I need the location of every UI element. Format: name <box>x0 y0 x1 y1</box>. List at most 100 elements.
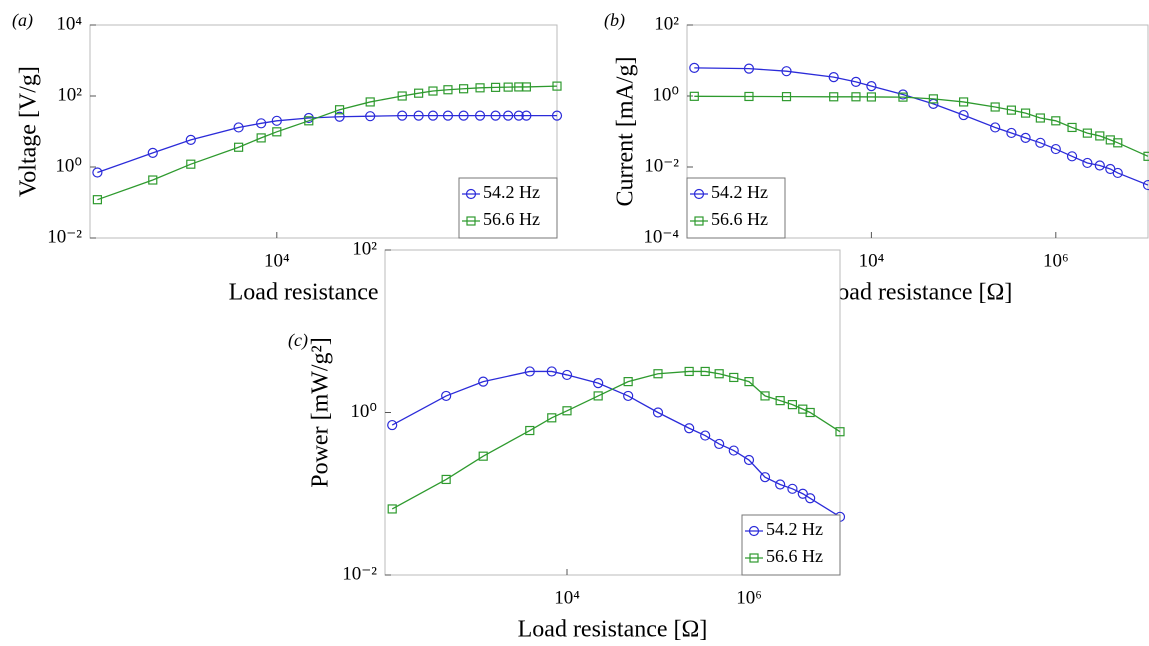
marker <box>652 407 664 418</box>
marker <box>490 82 501 92</box>
marker <box>466 216 476 226</box>
marker <box>990 102 1000 112</box>
marker <box>551 110 563 121</box>
marker <box>465 188 477 200</box>
marker <box>233 122 244 133</box>
y-axis-label: Current [mA/g] <box>613 57 639 207</box>
legend-label: 54.2 Hz <box>711 182 768 202</box>
marker <box>552 81 562 91</box>
marker <box>1035 137 1046 148</box>
y-tick-label: 10⁴ <box>56 13 82 34</box>
marker <box>797 488 808 499</box>
marker <box>92 195 102 205</box>
legend: 54.2 Hz 56.6 Hz <box>686 177 786 239</box>
y-tick-label: 10⁰ <box>55 155 82 176</box>
marker <box>684 366 694 377</box>
marker <box>442 110 454 121</box>
marker <box>490 110 501 121</box>
marker <box>700 366 710 377</box>
marker <box>760 391 770 401</box>
marker <box>525 425 535 436</box>
legend-box <box>458 177 558 239</box>
legend-label: 56.6 Hz <box>711 209 768 229</box>
series-line <box>694 67 1149 186</box>
marker <box>743 63 755 74</box>
marker <box>387 504 397 514</box>
marker <box>850 76 862 87</box>
marker <box>623 377 633 387</box>
y-tick-label: 10² <box>352 238 377 259</box>
marker <box>787 483 798 494</box>
marker <box>1020 132 1031 144</box>
x-tick-label: 10⁴ <box>554 587 580 608</box>
marker <box>234 142 244 152</box>
marker <box>744 377 754 387</box>
marker <box>748 525 760 537</box>
x-axis-label: Load resistance [Ω] <box>823 280 1013 306</box>
marker <box>413 110 424 121</box>
marker <box>623 390 634 402</box>
marker <box>829 92 839 102</box>
marker <box>272 127 282 137</box>
marker <box>334 105 345 115</box>
marker <box>835 427 845 437</box>
marker <box>866 92 877 102</box>
marker <box>1082 128 1092 138</box>
marker <box>524 366 535 377</box>
x-tick-label: 10⁴ <box>859 250 885 271</box>
marker <box>775 479 786 490</box>
marker <box>700 430 711 441</box>
marker <box>1094 160 1105 171</box>
marker <box>866 81 877 92</box>
marker <box>1067 122 1077 133</box>
marker <box>1142 179 1149 191</box>
marker <box>186 159 196 169</box>
marker <box>459 84 469 94</box>
legend: 54.2 Hz 56.6 Hz <box>458 177 558 239</box>
y-tick-label: 10⁰ <box>350 401 377 422</box>
marker <box>478 451 488 461</box>
marker <box>147 147 158 158</box>
marker <box>851 92 861 102</box>
legend-label: 54.2 Hz <box>766 519 823 539</box>
marker <box>546 366 557 377</box>
marker <box>1112 167 1123 179</box>
panel-label: (b) <box>604 10 625 31</box>
marker <box>397 110 408 121</box>
legend-label: 54.2 Hz <box>483 182 540 202</box>
marker <box>271 115 282 126</box>
marker <box>256 118 267 129</box>
marker <box>798 404 808 414</box>
panel-label: (a) <box>12 10 33 31</box>
marker <box>458 110 469 121</box>
marker <box>781 66 792 77</box>
marker <box>898 92 908 102</box>
x-tick-label: 10⁶ <box>1043 250 1069 271</box>
marker <box>694 216 704 226</box>
marker <box>1095 131 1105 141</box>
marker <box>805 407 815 418</box>
x-tick-label: 10⁶ <box>736 587 762 608</box>
legend: 54.2 Hz 56.6 Hz <box>741 514 841 576</box>
marker <box>693 188 705 200</box>
marker <box>1051 116 1061 126</box>
y-tick-label: 10⁻⁴ <box>643 226 679 247</box>
marker <box>958 97 969 107</box>
marker <box>787 400 798 410</box>
marker <box>521 110 532 121</box>
marker <box>689 91 699 101</box>
subplot: (b) 10⁴ 10⁶ 10⁻⁴ 10⁻² 10⁰ 10² Load resistance [… <box>604 10 1149 306</box>
marker <box>653 369 663 379</box>
marker <box>593 391 603 401</box>
y-axis-label: Power [mW/g²] <box>308 337 334 488</box>
marker <box>743 454 755 466</box>
marker <box>441 390 452 402</box>
marker <box>561 369 573 381</box>
marker <box>729 372 739 383</box>
marker <box>474 110 486 121</box>
subplot: (c) 10⁴ 10⁶ 10⁻² 10⁰ 10² Load resistance [Ω] Po… <box>288 238 846 643</box>
y-tick-label: 10² <box>57 84 82 105</box>
panel-label: (c) <box>288 330 308 351</box>
